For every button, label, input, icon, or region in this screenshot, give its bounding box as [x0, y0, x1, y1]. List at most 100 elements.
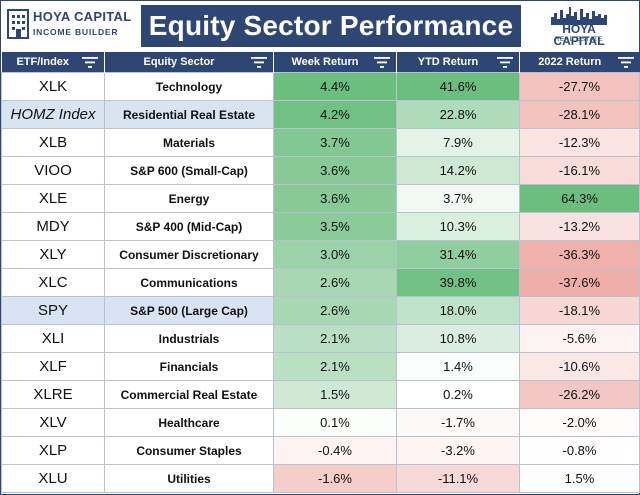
etf-cell: SPY — [1, 296, 105, 325]
column-header-etf[interactable]: ETF/Index — [1, 52, 105, 73]
week-return-cell: 3.5% — [273, 212, 397, 241]
etf-cell: XLI — [1, 324, 105, 353]
ytd-return-cell: -11.1% — [396, 464, 520, 493]
etf-cell: XLF — [1, 352, 105, 381]
ytd-return-cell: 39.8% — [396, 268, 520, 297]
2022-return-cell: -16.1% — [519, 156, 640, 185]
right-logo-sub: REAL ESTATE — [554, 36, 604, 43]
week-return-cell: 3.6% — [273, 156, 397, 185]
ytd-return-cell: 7.9% — [396, 128, 520, 157]
table-row: HOMZ Index Residential Real Estate 4.2% 22.… — [1, 100, 640, 129]
ytd-return-cell: 10.3% — [396, 212, 520, 241]
header-bar: HOYA CAPITAL INCOME BUILDER Equity Secto… — [1, 1, 639, 52]
column-label: YTD Return — [417, 56, 479, 68]
sector-cell: Energy — [104, 184, 274, 213]
week-return-cell: 1.5% — [273, 380, 397, 409]
ytd-return-cell: -1.7% — [396, 408, 520, 437]
2022-return-cell: -12.3% — [519, 128, 640, 157]
2022-return-cell: -2.0% — [519, 408, 640, 437]
table-row: XLF Financials 2.1% 1.4% -10.6% — [1, 352, 640, 381]
table-row: XLU Utilities -1.6% -11.1% 1.5% — [1, 464, 640, 493]
column-header-2022-return[interactable]: 2022 Return — [519, 52, 640, 73]
2022-return-cell: -5.6% — [519, 324, 640, 353]
sector-cell: Commercial Real Estate — [104, 380, 274, 409]
etf-cell: VIOO — [1, 156, 105, 185]
ytd-return-cell: 22.8% — [396, 100, 520, 129]
filter-icon[interactable] — [497, 57, 513, 68]
table-row: XLK Technology 4.4% 41.6% -27.7% — [1, 72, 640, 101]
2022-return-cell: -26.2% — [519, 380, 640, 409]
ytd-return-cell: 1.4% — [396, 352, 520, 381]
right-logo-name: HOYA CAPITAL — [553, 22, 605, 48]
etf-cell: MDY — [1, 212, 105, 241]
sector-cell: Industrials — [104, 324, 274, 353]
filter-icon[interactable] — [82, 57, 98, 68]
2022-return-cell: -0.8% — [519, 436, 640, 465]
skyline-icon — [551, 7, 607, 25]
week-return-cell: -0.4% — [273, 436, 397, 465]
etf-cell: XLY — [1, 240, 105, 269]
sector-cell: S&P 600 (Small-Cap) — [104, 156, 274, 185]
table-row: MDY S&P 400 (Mid-Cap) 3.5% 10.3% -13.2% — [1, 212, 640, 241]
table-row: XLRE Commercial Real Estate 1.5% 0.2% -26.2% — [1, 380, 640, 409]
column-header-ytd-return[interactable]: YTD Return — [396, 52, 520, 73]
column-label: Equity Sector — [143, 56, 215, 68]
2022-return-cell: -10.6% — [519, 352, 640, 381]
ytd-return-cell: 0.2% — [396, 380, 520, 409]
etf-cell: XLK — [1, 72, 105, 101]
column-label: Week Return — [291, 56, 359, 68]
column-label: ETF/Index — [16, 56, 70, 68]
building-icon — [7, 9, 29, 39]
table-row: XLP Consumer Staples -0.4% -3.2% -0.8% — [1, 436, 640, 465]
week-return-cell: 2.1% — [273, 324, 397, 353]
ytd-return-cell: 3.7% — [396, 184, 520, 213]
sector-cell: Residential Real Estate — [104, 100, 274, 129]
ytd-return-cell: 31.4% — [396, 240, 520, 269]
page-title: Equity Sector Performance — [141, 5, 521, 47]
table-row: XLE Energy 3.6% 3.7% 64.3% — [1, 184, 640, 213]
week-return-cell: 0.1% — [273, 408, 397, 437]
filter-icon[interactable] — [617, 57, 634, 68]
etf-cell: XLU — [1, 464, 105, 493]
sector-cell: Communications — [104, 268, 274, 297]
table-row: XLB Materials 3.7% 7.9% -12.3% — [1, 128, 640, 157]
left-logo-name: HOYA CAPITAL — [33, 9, 132, 24]
ytd-return-cell: 41.6% — [396, 72, 520, 101]
sector-performance-table: ETF/Index Equity Sector Week Return YTD … — [1, 52, 640, 493]
filter-icon[interactable] — [251, 57, 267, 68]
week-return-cell: 4.2% — [273, 100, 397, 129]
week-return-cell: 3.6% — [273, 184, 397, 213]
table-row: SPY S&P 500 (Large Cap) 2.6% 18.0% -18.1% — [1, 296, 640, 325]
etf-cell: XLP — [1, 436, 105, 465]
2022-return-cell: 1.5% — [519, 464, 640, 493]
etf-cell: XLV — [1, 408, 105, 437]
etf-cell: XLE — [1, 184, 105, 213]
etf-cell: XLB — [1, 128, 105, 157]
filter-icon[interactable] — [374, 57, 390, 68]
week-return-cell: 2.6% — [273, 296, 397, 325]
hoya-capital-income-builder-logo: HOYA CAPITAL INCOME BUILDER — [7, 7, 131, 45]
table-row: XLY Consumer Discretionary 3.0% 31.4% -36.3% — [1, 240, 640, 269]
sector-cell: Technology — [104, 72, 274, 101]
2022-return-cell: -37.6% — [519, 268, 640, 297]
sector-cell: S&P 400 (Mid-Cap) — [104, 212, 274, 241]
sector-cell: Financials — [104, 352, 274, 381]
column-header-row: ETF/Index Equity Sector Week Return YTD … — [1, 52, 640, 73]
etf-cell: XLC — [1, 268, 105, 297]
2022-return-cell: -28.1% — [519, 100, 640, 129]
2022-return-cell: -13.2% — [519, 212, 640, 241]
table-row: XLI Industrials 2.1% 10.8% -5.6% — [1, 324, 640, 353]
sector-cell: Healthcare — [104, 408, 274, 437]
etf-cell: XLRE — [1, 380, 105, 409]
week-return-cell: -1.6% — [273, 464, 397, 493]
week-return-cell: 2.1% — [273, 352, 397, 381]
ytd-return-cell: 10.8% — [396, 324, 520, 353]
week-return-cell: 2.6% — [273, 268, 397, 297]
column-header-sector[interactable]: Equity Sector — [104, 52, 274, 73]
hoya-capital-real-estate-logo: HOYA CAPITAL REAL ESTATE — [549, 5, 609, 49]
sector-cell: Materials — [104, 128, 274, 157]
column-header-week-return[interactable]: Week Return — [273, 52, 397, 73]
week-return-cell: 3.7% — [273, 128, 397, 157]
ytd-return-cell: 14.2% — [396, 156, 520, 185]
